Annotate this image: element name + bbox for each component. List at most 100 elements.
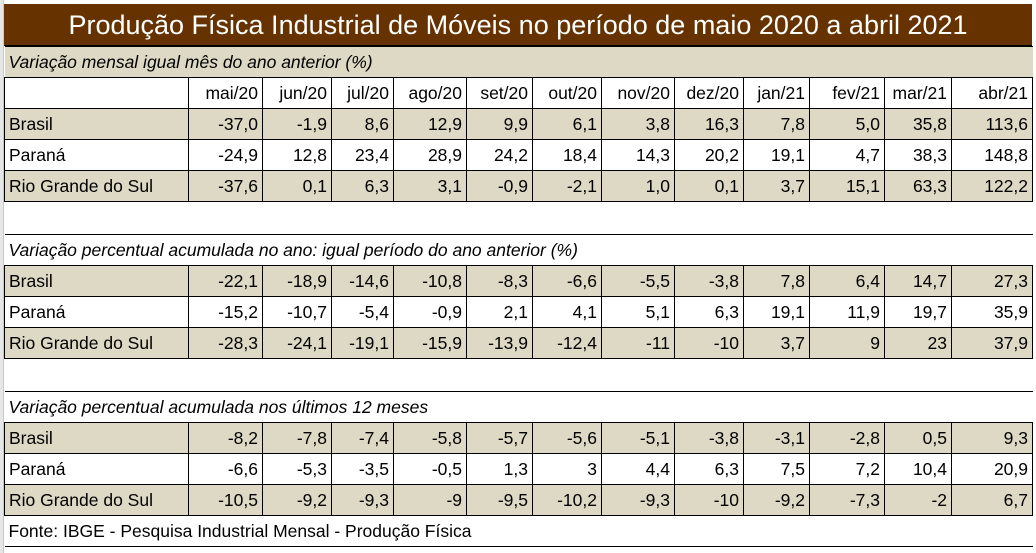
value-cell[interactable]: 2,1 [466, 296, 533, 328]
value-cell[interactable]: -9,2 [743, 484, 810, 516]
table-title[interactable]: Produção Física Industrial de Móveis no … [4, 4, 1032, 46]
value-cell[interactable]: 3 [532, 453, 602, 485]
value-cell[interactable]: -9,2 [262, 484, 332, 516]
value-cell[interactable]: -7,4 [331, 422, 394, 454]
value-cell[interactable]: 28,9 [393, 139, 467, 171]
value-cell[interactable]: -18,9 [262, 265, 332, 297]
value-cell[interactable]: -5,7 [466, 422, 533, 454]
blank-cell[interactable] [4, 201, 1033, 235]
value-cell[interactable]: -5,6 [532, 422, 602, 454]
value-cell[interactable]: 1,0 [601, 170, 675, 202]
value-cell[interactable]: 10,4 [884, 453, 952, 485]
value-cell[interactable]: -24,1 [262, 327, 332, 359]
value-cell[interactable]: 14,7 [884, 265, 952, 297]
value-cell[interactable]: -3,8 [674, 265, 744, 297]
value-cell[interactable]: -5,1 [601, 422, 675, 454]
value-cell[interactable]: -37,0 [188, 108, 263, 140]
month-header[interactable]: dez/20 [674, 77, 744, 109]
value-cell[interactable]: 23,4 [331, 139, 394, 171]
value-cell[interactable]: -1,9 [262, 108, 332, 140]
month-header[interactable]: jan/21 [743, 77, 810, 109]
value-cell[interactable]: -14,6 [331, 265, 394, 297]
value-cell[interactable]: 35,8 [884, 108, 952, 140]
value-cell[interactable]: -10,7 [262, 296, 332, 328]
row-label[interactable]: Paraná [4, 139, 189, 171]
value-cell[interactable]: 12,9 [393, 108, 467, 140]
value-cell[interactable]: -15,2 [188, 296, 263, 328]
value-cell[interactable]: 113,6 [951, 108, 1033, 140]
value-cell[interactable]: 4,4 [601, 453, 675, 485]
value-cell[interactable]: -8,3 [466, 265, 533, 297]
value-cell[interactable]: -9,3 [601, 484, 675, 516]
month-header[interactable]: out/20 [532, 77, 602, 109]
value-cell[interactable]: -10,8 [393, 265, 467, 297]
value-cell[interactable]: -0,9 [466, 170, 533, 202]
value-cell[interactable]: -6,6 [532, 265, 602, 297]
value-cell[interactable]: -24,9 [188, 139, 263, 171]
value-cell[interactable]: -37,6 [188, 170, 263, 202]
value-cell[interactable]: 20,2 [674, 139, 744, 171]
value-cell[interactable]: 5,1 [601, 296, 675, 328]
month-header[interactable]: nov/20 [601, 77, 675, 109]
value-cell[interactable]: -10 [674, 484, 744, 516]
value-cell[interactable]: -2,1 [532, 170, 602, 202]
value-cell[interactable]: -5,3 [262, 453, 332, 485]
value-cell[interactable]: 148,8 [951, 139, 1033, 171]
value-cell[interactable]: 6,3 [331, 170, 394, 202]
value-cell[interactable]: -10 [674, 327, 744, 359]
row-label[interactable]: Rio Grande do Sul [4, 484, 189, 516]
value-cell[interactable]: -11 [601, 327, 675, 359]
value-cell[interactable]: -15,9 [393, 327, 467, 359]
value-cell[interactable]: 11,9 [809, 296, 885, 328]
value-cell[interactable]: 7,5 [743, 453, 810, 485]
value-cell[interactable]: 4,1 [532, 296, 602, 328]
value-cell[interactable]: -8,2 [188, 422, 263, 454]
value-cell[interactable]: 7,8 [743, 265, 810, 297]
value-cell[interactable]: 37,9 [951, 327, 1033, 359]
value-cell[interactable]: 35,9 [951, 296, 1033, 328]
value-cell[interactable]: 0,1 [674, 170, 744, 202]
value-cell[interactable]: 0,1 [262, 170, 332, 202]
row-label[interactable]: Brasil [4, 108, 189, 140]
value-cell[interactable]: 24,2 [466, 139, 533, 171]
section-heading[interactable]: Variação percentual acumulada no ano: ig… [4, 234, 1033, 266]
value-cell[interactable]: 3,8 [601, 108, 675, 140]
row-label[interactable]: Paraná [4, 296, 189, 328]
source-note[interactable]: Fonte: IBGE - Pesquisa Industrial Mensal… [4, 515, 1033, 547]
value-cell[interactable]: 6,4 [809, 265, 885, 297]
value-cell[interactable]: -5,8 [393, 422, 467, 454]
value-cell[interactable]: 3,7 [743, 170, 810, 202]
value-cell[interactable]: 6,7 [951, 484, 1033, 516]
value-cell[interactable]: 23 [884, 327, 952, 359]
value-cell[interactable]: 19,1 [743, 139, 810, 171]
value-cell[interactable]: -12,4 [532, 327, 602, 359]
value-cell[interactable]: -0,9 [393, 296, 467, 328]
value-cell[interactable]: -2 [884, 484, 952, 516]
value-cell[interactable]: -6,6 [188, 453, 263, 485]
section-heading[interactable]: Variação percentual acumulada nos último… [4, 391, 1033, 423]
month-header[interactable]: jun/20 [262, 77, 332, 109]
value-cell[interactable]: -10,2 [532, 484, 602, 516]
value-cell[interactable]: -7,8 [262, 422, 332, 454]
header-corner-cell[interactable] [4, 77, 189, 109]
value-cell[interactable]: 9,3 [951, 422, 1033, 454]
value-cell[interactable]: 6,3 [674, 453, 744, 485]
value-cell[interactable]: -5,4 [331, 296, 394, 328]
value-cell[interactable]: 3,7 [743, 327, 810, 359]
value-cell[interactable]: -3,8 [674, 422, 744, 454]
month-header[interactable]: abr/21 [951, 77, 1033, 109]
value-cell[interactable]: -28,3 [188, 327, 263, 359]
value-cell[interactable]: 4,7 [809, 139, 885, 171]
row-label[interactable]: Brasil [4, 265, 189, 297]
row-label[interactable]: Rio Grande do Sul [4, 327, 189, 359]
month-header[interactable]: ago/20 [393, 77, 467, 109]
blank-cell[interactable] [4, 358, 1033, 392]
value-cell[interactable]: 27,3 [951, 265, 1033, 297]
value-cell[interactable]: -9,5 [466, 484, 533, 516]
value-cell[interactable]: 14,3 [601, 139, 675, 171]
value-cell[interactable]: 18,4 [532, 139, 602, 171]
value-cell[interactable]: -3,1 [743, 422, 810, 454]
month-header[interactable]: set/20 [466, 77, 533, 109]
value-cell[interactable]: 6,3 [674, 296, 744, 328]
row-label[interactable]: Paraná [4, 453, 189, 485]
